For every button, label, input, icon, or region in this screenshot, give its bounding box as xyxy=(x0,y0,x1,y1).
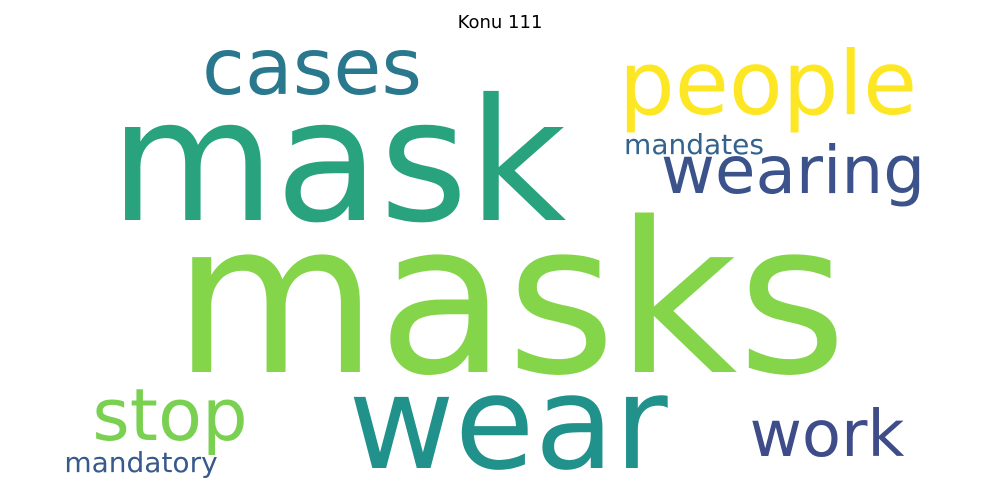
word-wear: wear xyxy=(348,347,668,499)
word-work: work xyxy=(750,398,905,472)
word-people: people xyxy=(619,32,917,135)
word-mandatory: mandatory xyxy=(64,446,217,479)
figure-title: Konu 111 xyxy=(457,12,543,33)
word-masks: masks xyxy=(173,177,847,422)
word-wearing: wearing xyxy=(661,132,925,209)
word-cases: cases xyxy=(202,23,422,113)
word-stop: stop xyxy=(92,373,248,457)
word-mask: mask xyxy=(110,63,567,261)
word-mandates: mandates xyxy=(624,128,764,161)
